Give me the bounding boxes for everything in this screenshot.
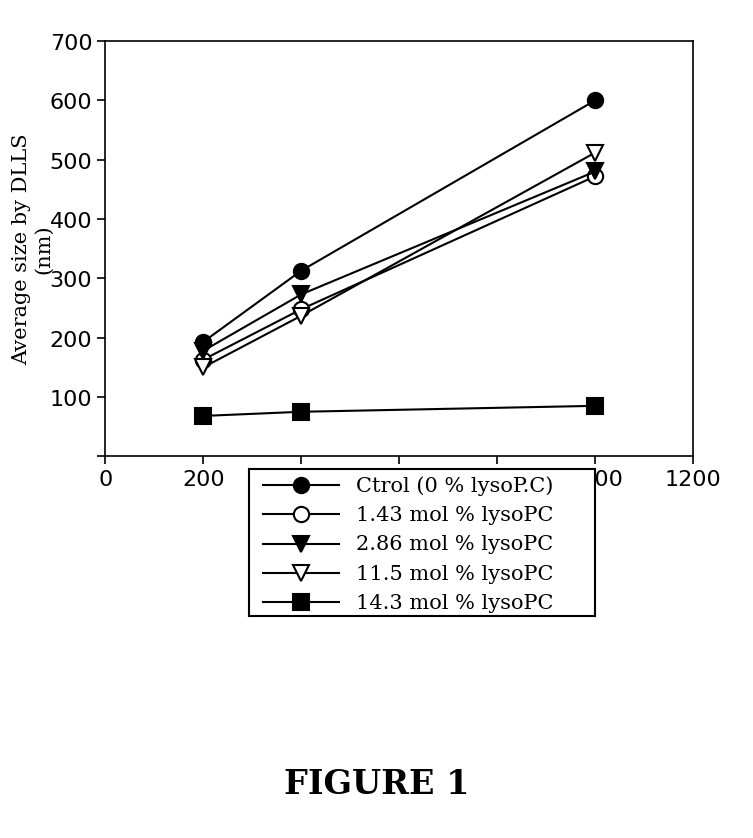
Y-axis label: Average size by DLLS
(nm): Average size by DLLS (nm) xyxy=(12,134,53,365)
Text: 2.86 mol % lysoPC: 2.86 mol % lysoPC xyxy=(356,535,553,554)
Text: Ctrol (0 % lysoP.C): Ctrol (0 % lysoP.C) xyxy=(356,476,553,495)
Text: 14.3 mol % lysoPC: 14.3 mol % lysoPC xyxy=(356,593,553,613)
Text: 11.5 mol % lysoPC: 11.5 mol % lysoPC xyxy=(356,564,553,583)
Text: 1.43 mol % lysoPC: 1.43 mol % lysoPC xyxy=(356,505,553,525)
Text: FIGURE 1: FIGURE 1 xyxy=(284,767,469,800)
X-axis label: Pore size    (nm): Pore size (nm) xyxy=(302,506,496,530)
